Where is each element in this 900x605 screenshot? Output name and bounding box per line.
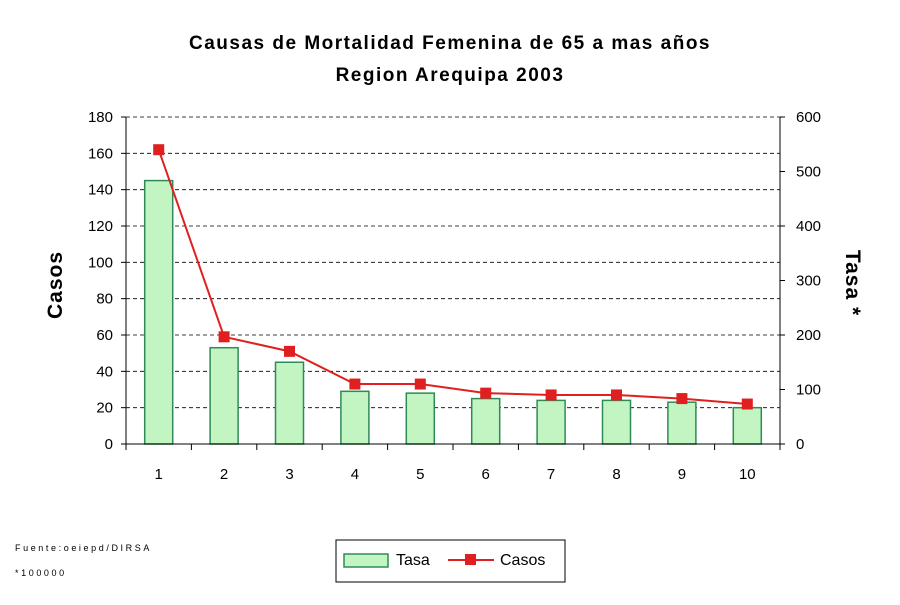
- bar-tasa: [470, 397, 501, 445]
- bar-tasa: [340, 390, 370, 445]
- bar-tasa: [143, 179, 174, 445]
- y-left-tick-label: 40: [96, 363, 113, 380]
- y-left-tick-label: 160: [88, 145, 113, 162]
- y-right-tick-label: 400: [796, 218, 821, 235]
- marker-casos: [284, 345, 295, 357]
- y-axis-left-title: Casos: [44, 251, 67, 319]
- marker-casos: [349, 378, 361, 390]
- legend-swatch-casos-marker: [465, 554, 476, 565]
- y-left-tick-label: 20: [96, 400, 113, 417]
- marker-casos: [480, 387, 492, 399]
- y-left-tick-label: 60: [96, 327, 113, 344]
- footnote-rate-unit: *100000: [15, 568, 67, 578]
- legend-swatch-tasa: [343, 553, 389, 568]
- y-axis-right-title: Tasa *: [841, 250, 864, 316]
- chart-title: Causas de Mortalidad Femenina de 65 a ma…: [189, 33, 711, 54]
- y-right-tick-label: 500: [796, 164, 821, 181]
- x-tick-label: 10: [739, 466, 756, 483]
- chart-subtitle: Region Arequipa 2003: [336, 65, 565, 86]
- axes: [121, 116, 785, 450]
- legend-label-casos: Casos: [500, 552, 545, 569]
- bar-tasa: [209, 346, 239, 445]
- x-tick-label: 2: [220, 466, 228, 483]
- y-left-tick-label: 80: [96, 291, 113, 308]
- bar-tasa: [732, 406, 763, 445]
- marker-casos: [545, 389, 557, 401]
- x-tick-label: 3: [285, 466, 293, 483]
- line-casos: [157, 149, 748, 406]
- x-tick-label: 7: [547, 466, 555, 483]
- bar-tasa: [667, 401, 697, 445]
- marker-casos: [741, 398, 753, 410]
- legend: Tasa Casos: [335, 539, 566, 583]
- x-tick-label: 5: [416, 466, 424, 483]
- y-left-tick-label: 180: [88, 109, 113, 126]
- x-tick-label: 4: [351, 466, 359, 483]
- y-left-tick-label: 140: [88, 182, 113, 199]
- marker-casos: [414, 378, 426, 390]
- tick-labels: 0 20 40 60 80 100 120 140 160 180 0 100 200 300 400 500…: [88, 109, 821, 483]
- x-tick-label: 8: [612, 466, 620, 483]
- x-tick-label: 6: [482, 466, 490, 483]
- x-tick-label: 1: [155, 466, 163, 483]
- y-right-tick-label: 0: [796, 436, 804, 453]
- y-right-tick-label: 100: [796, 382, 821, 399]
- marker-casos: [153, 144, 165, 156]
- marker-casos: [218, 331, 230, 343]
- bars: [143, 179, 763, 445]
- footnote-source: Fuente:oeiepd/DIRSA: [15, 543, 152, 553]
- y-left-tick-label: 120: [88, 218, 113, 235]
- bar-tasa: [405, 392, 436, 445]
- bar-tasa: [536, 399, 566, 445]
- bar-tasa: [601, 399, 632, 445]
- y-left-tick-label: 100: [88, 254, 113, 271]
- marker-casos: [611, 389, 622, 401]
- legend-label-tasa: Tasa: [396, 552, 430, 569]
- y-right-tick-label: 200: [796, 327, 821, 344]
- y-right-tick-label: 300: [796, 273, 821, 290]
- y-right-tick-label: 600: [796, 109, 821, 126]
- line-series: [153, 144, 753, 410]
- marker-casos: [676, 393, 688, 405]
- y-left-tick-label: 0: [105, 436, 113, 453]
- x-tick-label: 9: [678, 466, 686, 483]
- bar-tasa: [274, 361, 305, 445]
